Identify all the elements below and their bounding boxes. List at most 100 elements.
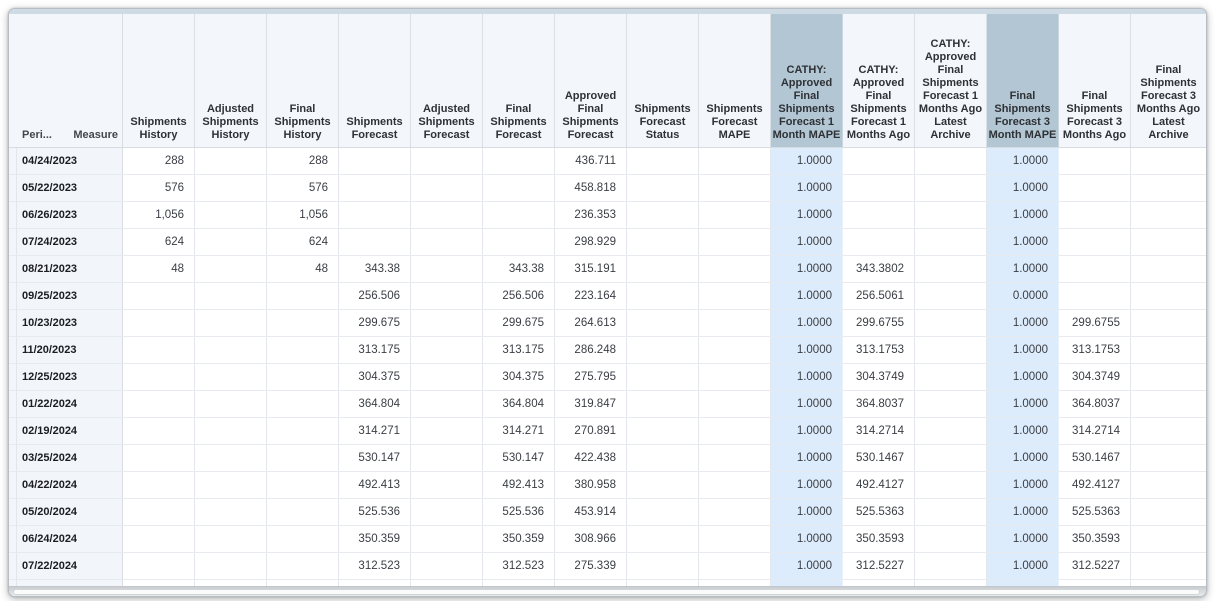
grid-cell-final-shipments-forecast-3-month-mape[interactable]: 1.0000	[987, 364, 1059, 390]
grid-cell-cathy-approved-final-shipments-forecast-1-months-ago[interactable]: 343.3802	[843, 256, 915, 282]
grid-cell-final-shipments-history[interactable]	[267, 310, 339, 336]
grid-cell-shipments-forecast-status[interactable]	[627, 445, 699, 471]
grid-cell-shipments-history[interactable]	[123, 526, 195, 552]
grid-cell-adjusted-shipments-forecast[interactable]	[411, 472, 483, 498]
grid-cell-final-shipments-forecast-3-months-ago-latest-archive[interactable]	[1131, 337, 1206, 363]
grid-cell-cathy-approved-final-shipments-forecast-1-months-ago-latest-archive[interactable]	[915, 310, 987, 336]
grid-cell-shipments-history[interactable]	[123, 391, 195, 417]
grid-cell-final-shipments-history[interactable]	[267, 337, 339, 363]
grid-cell-cathy-approved-final-shipments-forecast-1-months-ago[interactable]	[843, 148, 915, 174]
grid-cell-final-shipments-history[interactable]	[267, 445, 339, 471]
grid-cell-shipments-forecast-mape[interactable]	[699, 445, 771, 471]
grid-cell-cathy-approved-final-shipments-forecast-1-months-ago-latest-archive[interactable]	[915, 418, 987, 444]
grid-cell-shipments-forecast-mape[interactable]	[699, 391, 771, 417]
grid-cell-approved-final-shipments-forecast[interactable]: 308.966	[555, 526, 627, 552]
grid-cell-cathy-approved-final-shipments-forecast-1-months-ago[interactable]	[843, 175, 915, 201]
grid-cell-final-shipments-forecast-3-months-ago[interactable]	[1059, 256, 1131, 282]
grid-cell-cathy-approved-final-shipments-forecast-1-month-mape[interactable]: 1.0000	[771, 418, 843, 444]
grid-cell-final-shipments-forecast-3-months-ago[interactable]: 312.5227	[1059, 553, 1131, 579]
grid-cell-adjusted-shipments-history[interactable]	[195, 364, 267, 390]
grid-cell-final-shipments-forecast-3-months-ago-latest-archive[interactable]	[1131, 526, 1206, 552]
period-cell[interactable]: 06/24/2024	[9, 526, 123, 552]
grid-cell-final-shipments-history[interactable]	[267, 418, 339, 444]
period-cell[interactable]: 12/25/2023	[9, 364, 123, 390]
grid-cell-shipments-forecast[interactable]	[339, 229, 411, 255]
grid-cell-shipments-forecast-status[interactable]	[627, 526, 699, 552]
column-header-shipments-forecast[interactable]: Shipments Forecast	[339, 14, 411, 147]
row-header-corner[interactable]: / Peri... Measure	[9, 14, 123, 147]
grid-cell-shipments-forecast-mape[interactable]	[699, 499, 771, 525]
grid-cell-approved-final-shipments-forecast[interactable]: 298.929	[555, 229, 627, 255]
horizontal-scrollbar-thumb[interactable]	[13, 589, 1200, 595]
grid-cell-final-shipments-forecast-3-months-ago[interactable]	[1059, 283, 1131, 309]
grid-cell-final-shipments-forecast-3-months-ago[interactable]	[1059, 175, 1131, 201]
grid-cell-cathy-approved-final-shipments-forecast-1-months-ago-latest-archive[interactable]	[915, 175, 987, 201]
grid-cell-final-shipments-history[interactable]: 1,056	[267, 202, 339, 228]
grid-cell-shipments-forecast-status[interactable]	[627, 364, 699, 390]
period-cell[interactable]: 11/20/2023	[9, 337, 123, 363]
grid-cell-cathy-approved-final-shipments-forecast-1-months-ago-latest-archive[interactable]	[915, 445, 987, 471]
grid-cell-adjusted-shipments-history[interactable]	[195, 472, 267, 498]
grid-cell-cathy-approved-final-shipments-forecast-1-months-ago[interactable]: 350.3593	[843, 526, 915, 552]
column-header-cathy-approved-final-shipments-forecast-1-months-ago[interactable]: CATHY: Approved Final Shipments Forecast…	[843, 14, 915, 147]
grid-cell-shipments-history[interactable]: 1,056	[123, 202, 195, 228]
grid-cell-adjusted-shipments-history[interactable]	[195, 202, 267, 228]
grid-cell-shipments-forecast-status[interactable]	[627, 202, 699, 228]
grid-cell-adjusted-shipments-history[interactable]	[195, 418, 267, 444]
column-header-adjusted-shipments-forecast[interactable]: Adjusted Shipments Forecast	[411, 14, 483, 147]
grid-cell-cathy-approved-final-shipments-forecast-1-months-ago-latest-archive[interactable]	[915, 472, 987, 498]
column-header-final-shipments-forecast-3-months-ago-latest-archive[interactable]: Final Shipments Forecast 3 Months Ago La…	[1131, 14, 1206, 147]
grid-cell-approved-final-shipments-forecast[interactable]: 319.847	[555, 391, 627, 417]
column-header-shipments-forecast-status[interactable]: Shipments Forecast Status	[627, 14, 699, 147]
grid-cell-final-shipments-forecast-3-month-mape[interactable]: 1.0000	[987, 418, 1059, 444]
grid-cell-cathy-approved-final-shipments-forecast-1-month-mape[interactable]: 1.0000	[771, 553, 843, 579]
grid-cell-adjusted-shipments-history[interactable]	[195, 337, 267, 363]
grid-cell-approved-final-shipments-forecast[interactable]: 286.248	[555, 337, 627, 363]
grid-cell-approved-final-shipments-forecast[interactable]: 422.438	[555, 445, 627, 471]
grid-cell-shipments-forecast[interactable]: 350.359	[339, 526, 411, 552]
grid-cell-shipments-forecast-mape[interactable]	[699, 256, 771, 282]
grid-cell-final-shipments-forecast-3-months-ago-latest-archive[interactable]	[1131, 283, 1206, 309]
grid-cell-final-shipments-forecast[interactable]: 256.506	[483, 283, 555, 309]
grid-cell-shipments-forecast-mape[interactable]	[699, 310, 771, 336]
grid-cell-final-shipments-forecast-3-months-ago-latest-archive[interactable]	[1131, 472, 1206, 498]
grid-cell-cathy-approved-final-shipments-forecast-1-months-ago[interactable]: 492.4127	[843, 472, 915, 498]
grid-cell-approved-final-shipments-forecast[interactable]: 236.353	[555, 202, 627, 228]
grid-cell-cathy-approved-final-shipments-forecast-1-months-ago[interactable]	[843, 202, 915, 228]
grid-cell-final-shipments-forecast-3-months-ago[interactable]: 314.2714	[1059, 418, 1131, 444]
grid-cell-final-shipments-forecast-3-months-ago-latest-archive[interactable]	[1131, 310, 1206, 336]
grid-cell-adjusted-shipments-forecast[interactable]	[411, 418, 483, 444]
grid-cell-final-shipments-history[interactable]	[267, 472, 339, 498]
grid-cell-adjusted-shipments-history[interactable]	[195, 256, 267, 282]
period-cell[interactable]: 05/22/2023	[9, 175, 123, 201]
grid-cell-adjusted-shipments-history[interactable]	[195, 148, 267, 174]
grid-cell-cathy-approved-final-shipments-forecast-1-months-ago[interactable]: 312.5227	[843, 553, 915, 579]
grid-cell-final-shipments-forecast-3-months-ago-latest-archive[interactable]	[1131, 553, 1206, 579]
grid-cell-final-shipments-history[interactable]: 48	[267, 256, 339, 282]
grid-cell-final-shipments-forecast[interactable]: 492.413	[483, 472, 555, 498]
grid-cell-final-shipments-forecast[interactable]: 364.804	[483, 391, 555, 417]
grid-cell-shipments-history[interactable]	[123, 283, 195, 309]
grid-cell-shipments-forecast[interactable]: 299.675	[339, 310, 411, 336]
grid-cell-shipments-forecast[interactable]: 343.38	[339, 256, 411, 282]
grid-cell-shipments-forecast-status[interactable]	[627, 310, 699, 336]
grid-cell-adjusted-shipments-forecast[interactable]	[411, 283, 483, 309]
grid-cell-shipments-forecast-status[interactable]	[627, 148, 699, 174]
grid-cell-final-shipments-history[interactable]	[267, 283, 339, 309]
grid-cell-approved-final-shipments-forecast[interactable]: 275.339	[555, 553, 627, 579]
grid-cell-cathy-approved-final-shipments-forecast-1-months-ago-latest-archive[interactable]	[915, 391, 987, 417]
grid-cell-shipments-history[interactable]	[123, 445, 195, 471]
column-header-final-shipments-forecast-3-months-ago[interactable]: Final Shipments Forecast 3 Months Ago	[1059, 14, 1131, 147]
grid-cell-final-shipments-forecast-3-months-ago[interactable]: 364.8037	[1059, 391, 1131, 417]
column-header-shipments-forecast-mape[interactable]: Shipments Forecast MAPE	[699, 14, 771, 147]
grid-cell-cathy-approved-final-shipments-forecast-1-months-ago-latest-archive[interactable]	[915, 499, 987, 525]
grid-cell-final-shipments-forecast-3-months-ago-latest-archive[interactable]	[1131, 499, 1206, 525]
grid-cell-shipments-forecast[interactable]: 525.536	[339, 499, 411, 525]
grid-cell-shipments-history[interactable]: 288	[123, 148, 195, 174]
grid-cell-final-shipments-forecast-3-month-mape[interactable]: 0.0000	[987, 283, 1059, 309]
grid-cell-approved-final-shipments-forecast[interactable]: 264.613	[555, 310, 627, 336]
grid-cell-shipments-forecast-mape[interactable]	[699, 526, 771, 552]
grid-cell-shipments-history[interactable]	[123, 364, 195, 390]
grid-cell-cathy-approved-final-shipments-forecast-1-months-ago-latest-archive[interactable]	[915, 337, 987, 363]
grid-cell-shipments-forecast[interactable]: 530.147	[339, 445, 411, 471]
